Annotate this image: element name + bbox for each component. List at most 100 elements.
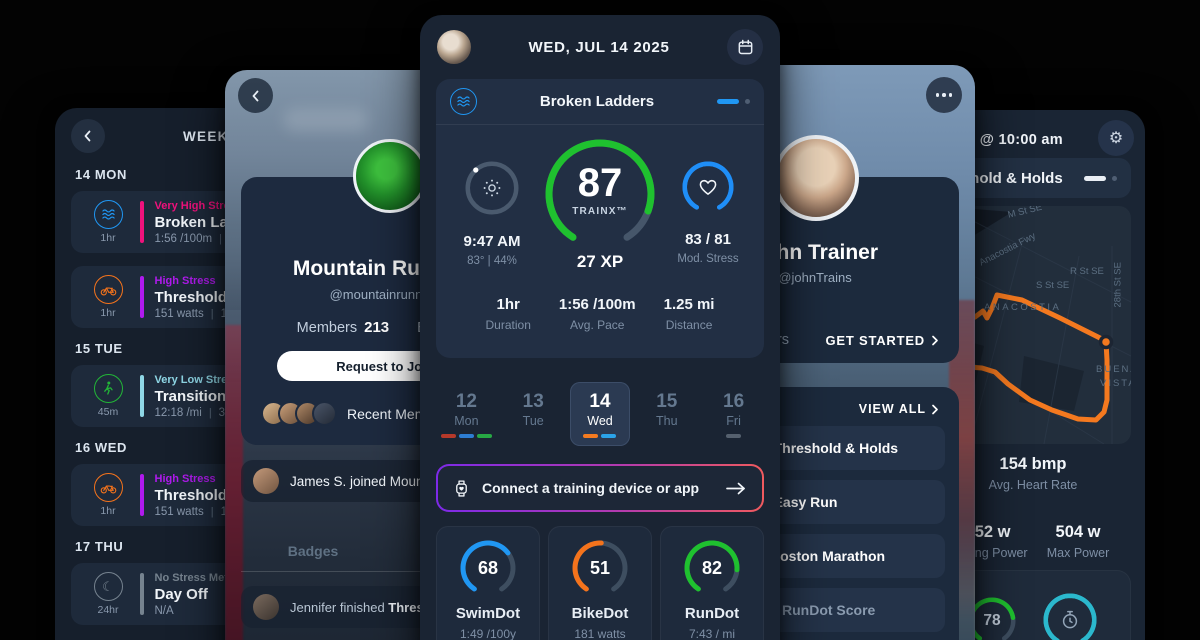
rundot-gauge: 82 bbox=[684, 540, 740, 596]
dot bbox=[942, 93, 946, 97]
avatar bbox=[253, 468, 279, 494]
weather-time: 9:47 AM bbox=[463, 233, 521, 250]
stress-label: No Stress Metric bbox=[154, 571, 242, 584]
score-value: 78 bbox=[983, 612, 1001, 629]
bike-icon bbox=[93, 473, 123, 502]
stat-avg-pace: 1:56 /100m Avg. Pace bbox=[558, 296, 636, 332]
bikedot-sub: 181 watts bbox=[574, 627, 626, 640]
more-options-button[interactable] bbox=[926, 77, 962, 113]
day-heading: 17 THU bbox=[75, 539, 124, 554]
day-14-wed-selected[interactable]: 14 Wed bbox=[569, 382, 631, 446]
heart-label: Mod. Stress bbox=[677, 253, 739, 265]
dot bbox=[948, 93, 953, 97]
rundot-label: RunDot bbox=[684, 605, 740, 622]
day-activity-dashes bbox=[726, 434, 742, 438]
bike-icon bbox=[93, 275, 123, 304]
calendar-icon bbox=[738, 39, 752, 54]
trainx-brand: TRAINX™ bbox=[572, 206, 628, 217]
heart-icon bbox=[682, 161, 734, 213]
day-12-mon[interactable]: 12 Mon bbox=[436, 382, 497, 446]
tab-badges[interactable]: Badges bbox=[287, 542, 339, 559]
gear-icon[interactable]: ⚙ bbox=[1098, 120, 1134, 156]
swimdot-sub: 1:49 /100y bbox=[459, 627, 517, 640]
today-workout-card: Broken Ladders 9:47 AM 83° | 44% 87 bbox=[436, 79, 764, 358]
group-handle: @mountainrunners bbox=[329, 287, 441, 302]
trainx-gauge: 87 TRAINX™ bbox=[545, 139, 655, 249]
current-date: WED, JUL 14 2025 bbox=[528, 38, 670, 56]
day-16-fri[interactable]: 16 Fri bbox=[703, 382, 764, 446]
avatar bbox=[312, 401, 337, 426]
trainx-score: 87 bbox=[577, 161, 623, 205]
trainx-xp: 27 XP bbox=[576, 252, 624, 271]
avatar bbox=[253, 594, 279, 620]
swimdot-score: 68 bbox=[477, 557, 499, 578]
main-dashboard-panel: WED, JUL 14 2025 Broken Ladders bbox=[420, 15, 780, 640]
stat-duration: 1hr Duration bbox=[485, 296, 531, 332]
heart-gauge bbox=[682, 161, 734, 213]
stress-label: High Stress bbox=[154, 274, 216, 287]
stress-bar bbox=[140, 201, 144, 243]
pill-inactive bbox=[745, 99, 750, 104]
stress-bar bbox=[140, 276, 144, 318]
pagination-pills bbox=[1084, 175, 1117, 181]
stat-distance: 1.25 mi Distance bbox=[663, 296, 715, 332]
connect-device-button[interactable]: Connect a training device or app bbox=[436, 464, 764, 512]
stress-label: High Stress bbox=[154, 472, 216, 485]
user-avatar[interactable] bbox=[437, 30, 471, 64]
group-avatar[interactable] bbox=[353, 139, 427, 213]
back-button[interactable] bbox=[71, 119, 105, 153]
calendar-button[interactable] bbox=[727, 29, 763, 65]
bikedot-score: 51 bbox=[589, 557, 611, 578]
swimdot-label: SwimDot bbox=[455, 605, 521, 622]
swimdot-card[interactable]: 68 SwimDot 1:49 /100y bbox=[436, 526, 540, 640]
duration-label: 1hr bbox=[100, 307, 116, 319]
chevron-right-icon bbox=[932, 404, 938, 414]
stress-label: Very High Stress bbox=[154, 199, 242, 212]
stress-bar bbox=[140, 474, 144, 516]
get-started-button[interactable]: GET STARTED bbox=[825, 333, 939, 348]
weather-gauge bbox=[465, 161, 519, 215]
member-avatars bbox=[261, 401, 337, 426]
swim-icon bbox=[93, 200, 123, 229]
day-heading: 14 MON bbox=[75, 167, 128, 182]
gauges-row: 9:47 AM 83° | 44% 87 TRAINX™ 27 XP bbox=[436, 125, 764, 272]
rundot-sub: 7:43 / mi bbox=[688, 627, 736, 640]
connect-device-label: Connect a training device or app bbox=[482, 480, 700, 496]
chevron-left-icon bbox=[252, 90, 258, 101]
weather-detail: 83° | 44% bbox=[467, 255, 517, 267]
day-15-thu[interactable]: 15 Thu bbox=[656, 391, 678, 428]
workout-title-row[interactable]: Broken Ladders bbox=[436, 79, 764, 125]
bikedot-label: BikeDot bbox=[571, 605, 629, 622]
bikedot-card[interactable]: 51 BikeDot 181 watts bbox=[548, 526, 652, 640]
rundot-card[interactable]: 82 RunDot 7:43 / mi bbox=[660, 526, 764, 640]
pagination-pills bbox=[717, 99, 750, 104]
workout-name: Day Off bbox=[154, 585, 208, 603]
heart-value: 83 / 81 bbox=[685, 231, 731, 248]
members-count: 213 bbox=[364, 319, 390, 336]
pill-active bbox=[1084, 175, 1106, 181]
duration-label: 1hr bbox=[100, 505, 116, 517]
view-all-button[interactable]: VIEW ALL bbox=[671, 387, 959, 416]
cloud-decor bbox=[283, 108, 369, 132]
time-gauge bbox=[1043, 593, 1097, 640]
pill-inactive bbox=[1112, 175, 1117, 181]
swimdot-gauge: 68 bbox=[460, 540, 516, 596]
duration-label: 45m bbox=[97, 406, 119, 418]
weather-block: 9:47 AM 83° | 44% bbox=[444, 161, 540, 267]
workout-title: Broken Ladders bbox=[539, 93, 655, 110]
stress-bar bbox=[140, 573, 144, 615]
dot bbox=[935, 93, 940, 97]
back-button[interactable] bbox=[238, 78, 273, 113]
dashboard-header: WED, JUL 14 2025 bbox=[420, 15, 780, 79]
rundot-score: 82 bbox=[701, 557, 723, 578]
sport-dots-row: 68 SwimDot 1:49 /100y 51 BikeDot 181 wat… bbox=[436, 526, 764, 640]
moon-icon: ☾ bbox=[93, 572, 123, 601]
trainer-avatar[interactable] bbox=[773, 135, 859, 221]
day-heading: 16 WED bbox=[75, 440, 128, 455]
day-13-tue[interactable]: 13 Tue bbox=[522, 391, 544, 428]
sun-icon bbox=[465, 161, 519, 215]
day-heading: 15 TUE bbox=[75, 341, 123, 356]
trainer-name: John Trainer bbox=[751, 241, 879, 264]
workout-stats: N/A bbox=[154, 604, 174, 617]
